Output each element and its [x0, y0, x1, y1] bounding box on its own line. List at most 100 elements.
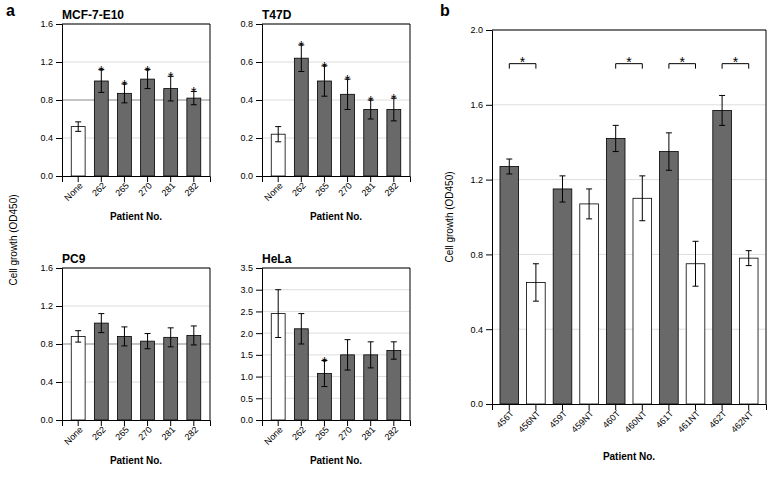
y-tick: 0.4	[470, 325, 492, 335]
y-tick: 1.6	[40, 19, 62, 29]
error-bar-stem	[124, 327, 125, 346]
bar	[94, 81, 108, 176]
x-tick: 281	[159, 420, 177, 442]
chart-root: 0.00.40.81.21.6None262265270281282MCF-7-…	[0, 0, 777, 488]
frame-line	[62, 24, 210, 25]
bar	[739, 258, 758, 404]
error-bar-cap	[559, 175, 565, 176]
error-bar-cap	[298, 71, 304, 72]
x-tick-label: 462T	[707, 408, 729, 430]
y-tick-mark	[256, 311, 262, 312]
x-axis-line	[263, 177, 411, 183]
x-tick-label: 281	[159, 181, 177, 199]
error-bar-cap	[506, 173, 512, 174]
x-tick-label: 270	[336, 425, 354, 443]
y-tick-label: 0.0	[470, 399, 483, 409]
y-tick-mark	[56, 62, 62, 63]
y-axis-line	[56, 25, 63, 177]
x-tick-label: 270	[136, 181, 154, 199]
error-bar-cap	[693, 241, 699, 242]
title: PC9	[62, 252, 86, 266]
y-tick-label: 1.2	[470, 175, 483, 185]
bar	[633, 198, 652, 404]
y-tick: 1.2	[470, 175, 492, 185]
x-tick-label: 461NT	[676, 408, 703, 435]
x-tick: 270	[136, 420, 154, 442]
panel: 0.00.40.81.21.6None262265270281282PC9Pat…	[40, 252, 210, 466]
x-tick-label: 459T	[547, 408, 569, 430]
title: MCF-7-E10	[62, 8, 124, 22]
x-tick: 265	[313, 420, 331, 442]
bar	[141, 341, 155, 420]
error-bar	[639, 176, 645, 221]
error-bar-cap	[391, 120, 397, 121]
grid-line	[262, 24, 410, 25]
bar	[94, 323, 108, 420]
y-tick: 3.0	[240, 285, 262, 295]
error-bar-cap	[533, 301, 539, 302]
error-bar-stem	[393, 342, 394, 359]
y-tick-mark	[486, 180, 492, 181]
panel: 0.00.51.01.52.02.53.03.5None262265270281…	[240, 252, 410, 466]
y-tick-label: 0.2	[240, 133, 253, 143]
x-axis-line	[63, 421, 211, 427]
bar	[580, 204, 599, 404]
significance-star: *	[679, 54, 685, 70]
grid-line	[262, 268, 410, 269]
significance-star: *	[299, 38, 305, 54]
bar	[553, 189, 572, 404]
error-bar-cap	[368, 367, 374, 368]
x-tick-label: 456T	[494, 408, 516, 430]
y-tick-label: 1.0	[240, 372, 253, 382]
x-tick: 262	[90, 420, 108, 442]
error-bar-cap	[613, 125, 619, 126]
bar	[187, 98, 201, 176]
error-bar	[533, 264, 539, 301]
error-bar-stem	[170, 328, 171, 347]
y-axis-title: Cell growth (OD450)	[444, 171, 455, 262]
error-bar-cap	[719, 95, 725, 96]
error-bar-cap	[121, 345, 127, 346]
y-tick-mark	[256, 138, 262, 139]
x-tick: 270	[136, 176, 154, 198]
error-bar-cap	[506, 159, 512, 160]
y-tick-mark	[256, 333, 262, 334]
error-bar-cap	[121, 326, 127, 327]
error-bar-stem	[748, 251, 749, 266]
error-bar-cap	[719, 125, 725, 126]
x-tick: 281	[359, 176, 377, 198]
x-tick: 460T	[601, 404, 623, 430]
y-tick-mark	[56, 420, 62, 421]
grid-line	[492, 104, 766, 105]
y-tick-label: 0.8	[470, 250, 483, 260]
x-tick-label: 281	[359, 425, 377, 443]
error-bar	[693, 241, 699, 286]
error-bar	[275, 290, 281, 338]
error-bar-cap	[168, 327, 174, 328]
x-tick: 262	[290, 420, 308, 442]
y-tick: 0.8	[240, 19, 262, 29]
x-tick-label: 461T	[654, 408, 676, 430]
error-bar-stem	[278, 127, 279, 142]
x-tick: 265	[113, 176, 131, 198]
error-bar-cap	[345, 370, 351, 371]
x-tick: None	[262, 420, 284, 447]
bar	[500, 167, 519, 404]
error-bar-cap	[191, 104, 197, 105]
y-axis-line	[256, 25, 263, 177]
error-bar-stem	[301, 314, 302, 344]
y-axis: 0.00.51.01.52.02.53.03.5	[240, 263, 262, 425]
error-bar	[75, 331, 81, 342]
marks	[271, 45, 401, 176]
error-bar-cap	[191, 344, 197, 345]
error-bar	[345, 340, 351, 370]
y-axis-line	[56, 269, 63, 421]
y-tick-mark	[486, 254, 492, 255]
x-tick-label: 265	[313, 425, 331, 443]
x-axis: 456T456NT459T459NT460T460NT461T461NT462T…	[493, 404, 767, 435]
bar	[387, 351, 401, 420]
y-axis-title: Cell growth (OD450)	[8, 194, 19, 285]
y-tick: 3.5	[240, 263, 262, 273]
error-bar-cap	[191, 325, 197, 326]
x-tick: 462NT	[729, 404, 756, 435]
